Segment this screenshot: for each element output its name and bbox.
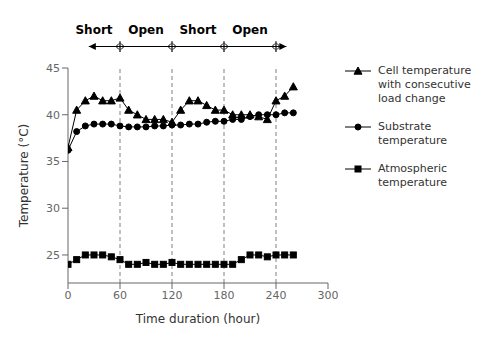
svg-text:Open: Open [232, 23, 267, 37]
svg-text:30: 30 [46, 202, 60, 215]
svg-text:240: 240 [266, 289, 287, 302]
svg-text:Time duration (hour): Time duration (hour) [135, 312, 260, 326]
svg-text:25: 25 [46, 249, 60, 262]
html-text:Atmospheric temperature: Atmospheric temperature [378, 162, 448, 189]
html-text:Substrate temperature: Substrate temperature [378, 120, 448, 147]
html-text:Cell temperature with consecut: Cell temperature with consecutive load c… [378, 64, 472, 105]
svg-text:Short: Short [75, 23, 112, 37]
svg-text:120: 120 [162, 289, 183, 302]
svg-text:180: 180 [214, 289, 235, 302]
svg-text:40: 40 [46, 109, 60, 122]
svg-text:35: 35 [46, 155, 60, 168]
svg-text:Temperature (°C): Temperature (°C) [17, 124, 31, 229]
svg-text:300: 300 [318, 289, 339, 302]
svg-text:Short: Short [179, 23, 216, 37]
svg-text:45: 45 [46, 62, 60, 75]
svg-text:60: 60 [113, 289, 127, 302]
svg-text:Open: Open [128, 23, 163, 37]
svg-text:0: 0 [65, 289, 72, 302]
